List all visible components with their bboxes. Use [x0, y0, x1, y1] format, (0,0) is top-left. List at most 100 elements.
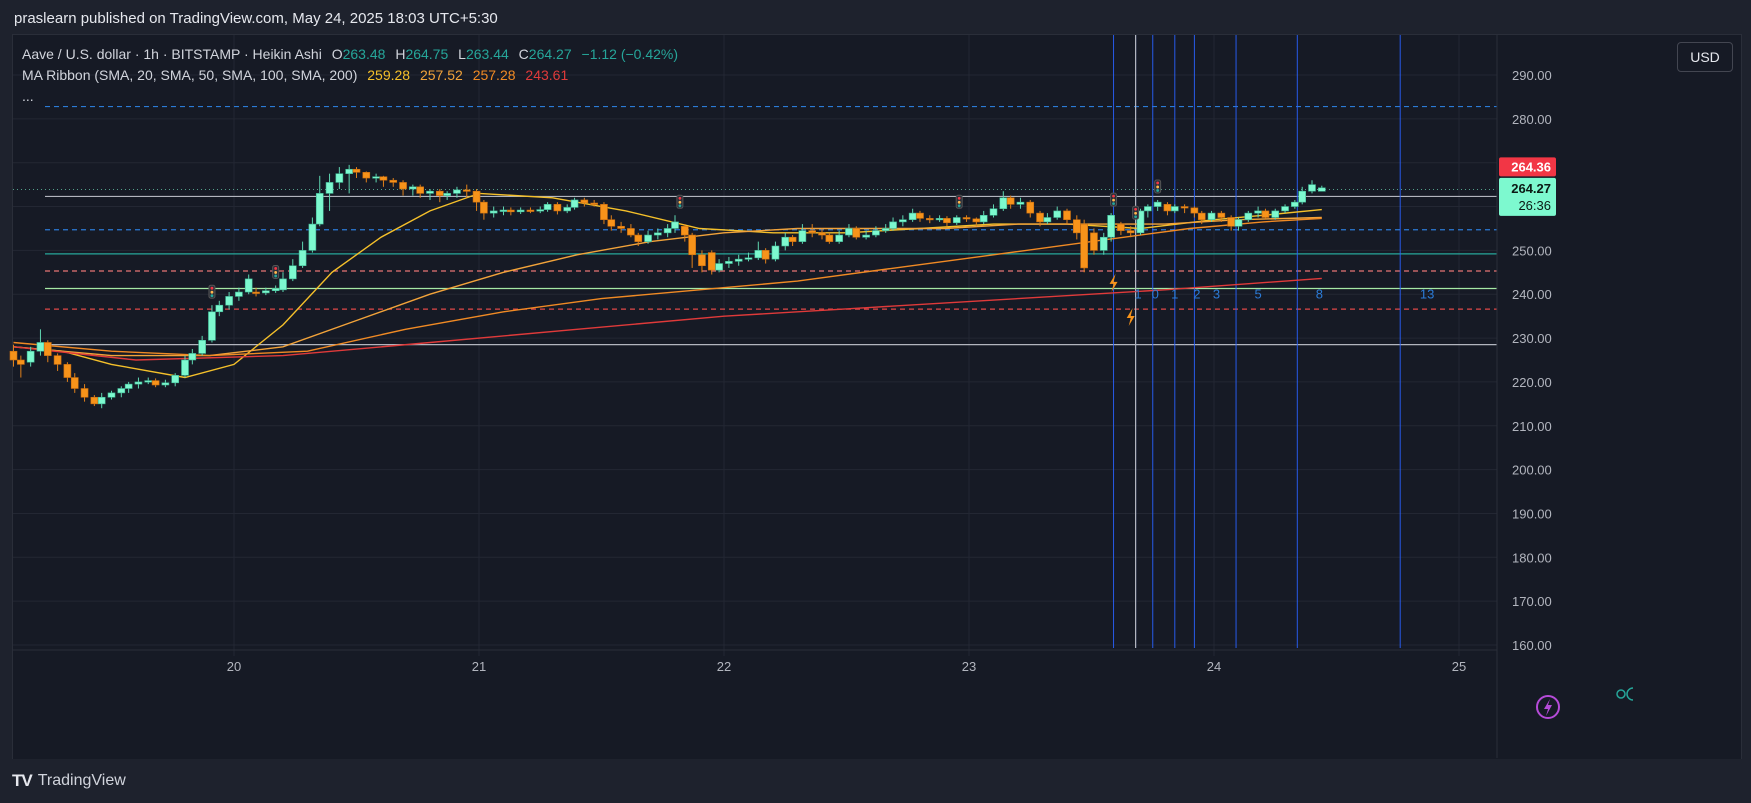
candle-body — [271, 288, 280, 292]
candle — [97, 392, 106, 409]
candle — [409, 184, 417, 196]
signal-marker — [208, 284, 216, 299]
candle-body — [788, 236, 797, 242]
candle-body — [70, 377, 79, 389]
candle-body — [1318, 187, 1326, 192]
candle-body — [1036, 212, 1044, 223]
candle-body — [1073, 219, 1081, 234]
candle — [725, 256, 733, 268]
candle-body — [1254, 210, 1262, 214]
candle — [90, 395, 99, 407]
chart-area[interactable] — [12, 34, 1742, 760]
lightning-icon — [1109, 273, 1118, 292]
candle-body — [215, 304, 224, 313]
fib-label: 5 — [1254, 286, 1261, 301]
candle — [972, 217, 981, 227]
time-tick-label: 23 — [962, 659, 976, 674]
candle-body — [688, 234, 696, 256]
candle — [845, 224, 853, 238]
candle-body — [590, 202, 598, 205]
candle — [607, 215, 616, 231]
currency-button[interactable]: USD — [1677, 42, 1733, 72]
candle — [1207, 210, 1216, 222]
candle-body — [235, 291, 243, 297]
candle — [171, 373, 179, 387]
candle — [734, 254, 743, 266]
candle-body — [852, 228, 861, 238]
candle — [600, 202, 608, 225]
candle-body — [808, 230, 817, 234]
price-badges: 264.36 264.27 26:36 — [1499, 157, 1556, 216]
candle-body — [352, 168, 361, 173]
symbol-title[interactable]: Aave / U.S. dollar · 1h · BITSTAMP · Hei… — [22, 46, 322, 62]
candle — [426, 189, 434, 200]
badge-last: 264.27 26:36 — [1499, 177, 1556, 216]
signal-dot-green — [1134, 215, 1137, 219]
candle — [26, 346, 35, 367]
price-tick-label: 180.00 — [1512, 550, 1552, 565]
candle-body — [754, 250, 763, 259]
fib-time-zones — [1113, 35, 1401, 648]
candle — [943, 216, 951, 227]
candle-body — [1281, 206, 1289, 212]
candle — [252, 287, 260, 297]
candle — [788, 235, 797, 246]
candle — [627, 224, 635, 238]
ma-label[interactable]: MA Ribbon (SMA, 20, SMA, 50, SMA, 100, S… — [22, 67, 358, 83]
candle-body — [53, 355, 62, 365]
candle — [1281, 204, 1289, 214]
candle — [1063, 208, 1071, 225]
candle-body — [288, 265, 297, 280]
candle — [17, 355, 25, 378]
candle-body — [325, 182, 334, 194]
price-tick-label: 250.00 — [1512, 243, 1552, 258]
time-axis: 20 21 22 23 24 25 — [13, 649, 1497, 674]
candle — [526, 207, 535, 214]
candle-body — [416, 186, 425, 194]
candle-body — [443, 193, 451, 196]
candle-body — [734, 258, 743, 262]
candle-body — [644, 234, 652, 242]
candle-body — [862, 234, 870, 238]
candle-body — [952, 217, 961, 224]
candle — [663, 224, 672, 238]
open-value: 263.48 — [342, 46, 386, 62]
lightning-icon — [1126, 308, 1135, 327]
signal-dot-red — [1134, 207, 1137, 211]
candle-body — [252, 291, 260, 294]
candle-body — [1099, 236, 1108, 251]
badge-upper-text: 264.36 — [1511, 159, 1551, 174]
sun-moon-icon[interactable] — [1616, 687, 1634, 701]
published-text: praslearn published on TradingView.com, … — [14, 10, 498, 27]
candle — [536, 206, 545, 214]
candle-body — [798, 230, 807, 242]
candle-body — [580, 199, 589, 204]
flash-circle-icon[interactable] — [1536, 695, 1560, 719]
price-tick-label: 190.00 — [1512, 506, 1552, 521]
candle-body — [1207, 212, 1216, 220]
tradingview-logo[interactable]: TV TradingView — [12, 771, 126, 791]
candle — [1171, 204, 1179, 214]
candle — [654, 228, 662, 240]
candle — [63, 362, 72, 382]
candle-body — [171, 375, 179, 384]
candle-body — [144, 380, 153, 383]
fib-label: 13 — [1420, 286, 1434, 301]
candle — [107, 390, 116, 400]
price-tick-label: 210.00 — [1512, 419, 1552, 434]
candle-body — [943, 218, 951, 224]
candle-body — [453, 189, 461, 194]
candle — [989, 204, 998, 218]
candle — [1016, 197, 1025, 209]
candle — [543, 202, 552, 212]
candle-body — [1217, 212, 1226, 218]
signal-dot-amber — [678, 200, 682, 204]
price-tick-label: 170.00 — [1512, 594, 1552, 609]
legend-more[interactable]: ... — [22, 88, 34, 104]
candle-body — [908, 212, 917, 220]
candle-body — [472, 190, 481, 203]
candle — [1308, 180, 1316, 194]
candle-body — [298, 250, 307, 267]
candle — [362, 171, 371, 183]
